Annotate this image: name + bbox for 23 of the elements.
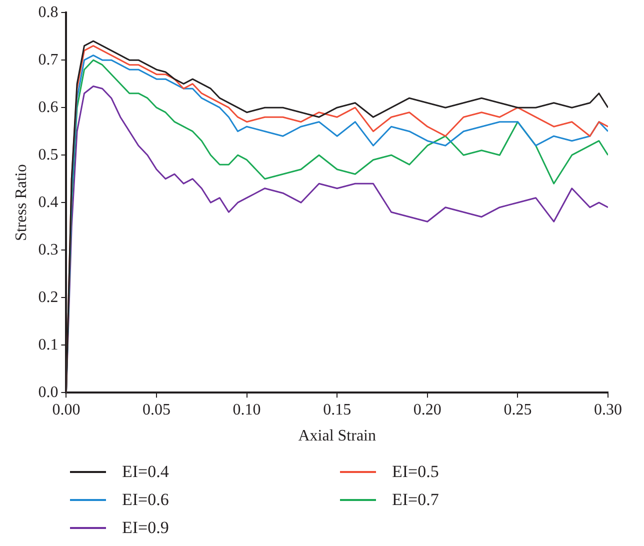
x-tick-label: 0.20 — [413, 401, 442, 418]
x-tick-label: 0.10 — [232, 401, 261, 418]
legend-label: EI=0.6 — [122, 490, 169, 510]
x-axis-title: Axial Strain — [298, 428, 376, 445]
y-tick-label: 0.5 — [38, 146, 58, 164]
legend-label: EI=0.4 — [122, 462, 169, 482]
y-tick-label: 0.3 — [38, 241, 58, 258]
y-tick-label: 0.1 — [38, 336, 58, 354]
y-tick-label: 0.0 — [38, 384, 58, 401]
y-tick-label: 0.6 — [38, 98, 58, 116]
x-tick-label: 0.15 — [323, 401, 352, 418]
y-tick-label: 0.8 — [38, 4, 58, 21]
legend-label: EI=0.5 — [392, 462, 439, 482]
x-tick-label: 0.05 — [142, 401, 170, 418]
y-tick-label: 0.4 — [38, 194, 58, 211]
x-tick-label: 0.25 — [504, 401, 532, 418]
legend-label: EI=0.9 — [122, 518, 169, 538]
y-tick-label: 0.7 — [38, 51, 58, 68]
x-tick-label: 0.30 — [594, 401, 622, 418]
legend-label: EI=0.7 — [392, 490, 439, 510]
x-tick-label: 0.00 — [52, 401, 80, 418]
y-tick-label: 0.2 — [38, 288, 58, 306]
y-axis-title: Stress Ratio — [12, 164, 30, 242]
